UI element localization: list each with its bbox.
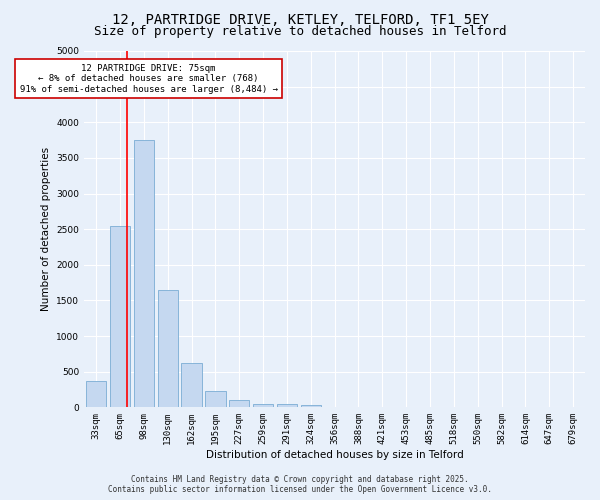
Text: Size of property relative to detached houses in Telford: Size of property relative to detached ho…	[94, 25, 506, 38]
Bar	[134, 140, 154, 407]
Bar	[158, 290, 178, 408]
Bar	[110, 226, 130, 408]
Bar	[229, 400, 250, 407]
Bar	[205, 391, 226, 407]
Bar	[181, 363, 202, 408]
X-axis label: Distribution of detached houses by size in Telford: Distribution of detached houses by size …	[206, 450, 463, 460]
Bar	[86, 380, 106, 407]
Text: Contains HM Land Registry data © Crown copyright and database right 2025.
Contai: Contains HM Land Registry data © Crown c…	[108, 474, 492, 494]
Bar	[277, 404, 297, 407]
Y-axis label: Number of detached properties: Number of detached properties	[41, 147, 51, 311]
Bar	[253, 404, 273, 407]
Bar	[301, 405, 321, 407]
Text: 12 PARTRIDGE DRIVE: 75sqm
← 8% of detached houses are smaller (768)
91% of semi-: 12 PARTRIDGE DRIVE: 75sqm ← 8% of detach…	[20, 64, 278, 94]
Text: 12, PARTRIDGE DRIVE, KETLEY, TELFORD, TF1 5EY: 12, PARTRIDGE DRIVE, KETLEY, TELFORD, TF…	[112, 12, 488, 26]
